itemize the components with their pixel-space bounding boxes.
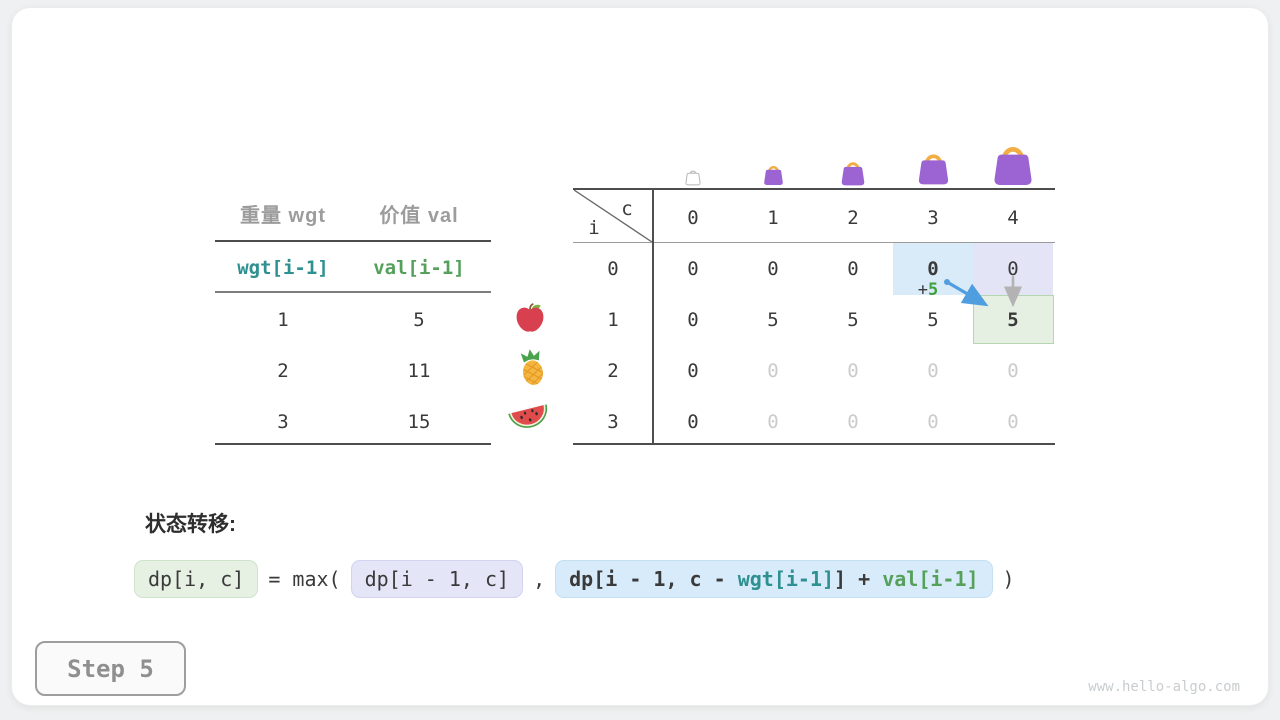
dp-cell-highlight-prev-c: [893, 243, 973, 295]
dp-cell-0-0: 0: [687, 258, 699, 280]
dp-cell-1-2: 5: [847, 309, 859, 331]
formula-lhs: dp[i, c]: [134, 560, 259, 598]
dp-rule-bottom: [573, 443, 1055, 445]
dp-row-header-1: 1: [607, 309, 619, 331]
dp-cell-2-0: 0: [687, 360, 699, 382]
watermelon-icon: [508, 404, 548, 428]
dp-cell-1-1: 5: [767, 309, 779, 331]
dp-rule-header: [573, 242, 1055, 243]
dp-cell-1-4: 5: [1007, 309, 1019, 331]
transition-formula: dp[i, c] = max( dp[i - 1, c] , dp[i - 1,…: [134, 560, 1015, 598]
formula-arg2-wgt: wgt[i-1]: [737, 567, 835, 591]
pineapple-icon: [520, 349, 545, 387]
transition-arrows: [944, 275, 1023, 308]
formula-arg1: dp[i - 1, c]: [350, 560, 524, 598]
handbag-capacity-3-icon: [918, 154, 949, 185]
formula-closing: ): [1002, 567, 1015, 591]
dp-cell-0-4: 0: [1007, 258, 1019, 280]
dp-row-header-3: 3: [607, 411, 619, 433]
formula-arg2-mid: ] +: [834, 567, 883, 591]
handbag-capacity-1-icon: [764, 166, 783, 186]
added-value: 5: [928, 280, 939, 300]
dp-rule-top: [573, 188, 1055, 190]
formula-arg2: dp[i - 1, c - wgt[i-1]] + val[i-1]: [555, 560, 993, 598]
transition-heading: 状态转移:: [145, 513, 236, 536]
dp-row-header-2: 2: [607, 360, 619, 382]
dp-cell-3-2: 0: [847, 411, 859, 433]
dp-col-header-4: 4: [1007, 207, 1019, 229]
items-weight-header: 重量 wgt: [240, 205, 326, 227]
dp-cell-3-0: 0: [687, 411, 699, 433]
dp-col-header-2: 2: [847, 207, 859, 229]
step-button[interactable]: Step 5: [35, 641, 186, 696]
dp-col-header-0: 0: [687, 207, 699, 229]
dp-cell-3-1: 0: [767, 411, 779, 433]
items-weight-index-label: wgt[i-1]: [237, 257, 329, 279]
item-weight-3: 3: [277, 411, 289, 433]
items-rule-mid: [215, 291, 491, 293]
handbag-capacity-2-icon: [841, 162, 865, 186]
dp-corner-row-var: i: [588, 217, 600, 239]
item-value-2: 11: [407, 360, 431, 382]
item-value-3: 15: [407, 411, 431, 433]
dp-cell-2-4: 0: [1007, 360, 1019, 382]
dp-corner-col-var: c: [621, 198, 633, 220]
formula-arg2-prefix: dp[i - 1, c -: [569, 567, 738, 591]
handbag-capacity-4-icon: [994, 147, 1032, 185]
transition-add-annotation: +5: [906, 280, 950, 300]
blue-arrow: [945, 280, 989, 307]
watermark: www.hello-algo.com: [1088, 679, 1240, 695]
items-value-index-label: val[i-1]: [373, 257, 465, 279]
formula-arg2-val: val[i-1]: [882, 567, 979, 591]
items-rule-bottom: [215, 443, 491, 445]
dp-cell-0-1: 0: [767, 258, 779, 280]
formula-comma: ,: [533, 567, 546, 591]
item-weight-1: 1: [277, 309, 289, 331]
apple-icon: [516, 303, 544, 332]
dp-cell-2-2: 0: [847, 360, 859, 382]
dp-cell-2-1: 0: [767, 360, 779, 382]
dp-row-header-0: 0: [607, 258, 619, 280]
dp-cell-1-0: 0: [687, 309, 699, 331]
dp-cell-0-3: 0: [927, 258, 939, 280]
dp-cell-3-4: 0: [1007, 411, 1019, 433]
dp-cell-2-3: 0: [927, 360, 939, 382]
items-rule-top: [215, 240, 491, 242]
dp-cell-3-3: 0: [927, 411, 939, 433]
dp-corner-diagonal: [574, 190, 652, 242]
plus-sign: +: [917, 280, 928, 300]
item-value-1: 5: [413, 309, 425, 331]
dp-col-header-1: 1: [767, 207, 779, 229]
dp-cell-0-2: 0: [847, 258, 859, 280]
dp-cell-1-3: 5: [927, 309, 939, 331]
handbag-capacity-0-icon: [685, 170, 701, 186]
items-value-header: 价值 val: [379, 205, 459, 227]
dp-rule-vertical: [652, 188, 654, 445]
figure-card: [12, 8, 1268, 705]
dp-col-header-3: 3: [927, 207, 939, 229]
formula-operator: = max(: [268, 567, 341, 591]
item-weight-2: 2: [277, 360, 289, 382]
